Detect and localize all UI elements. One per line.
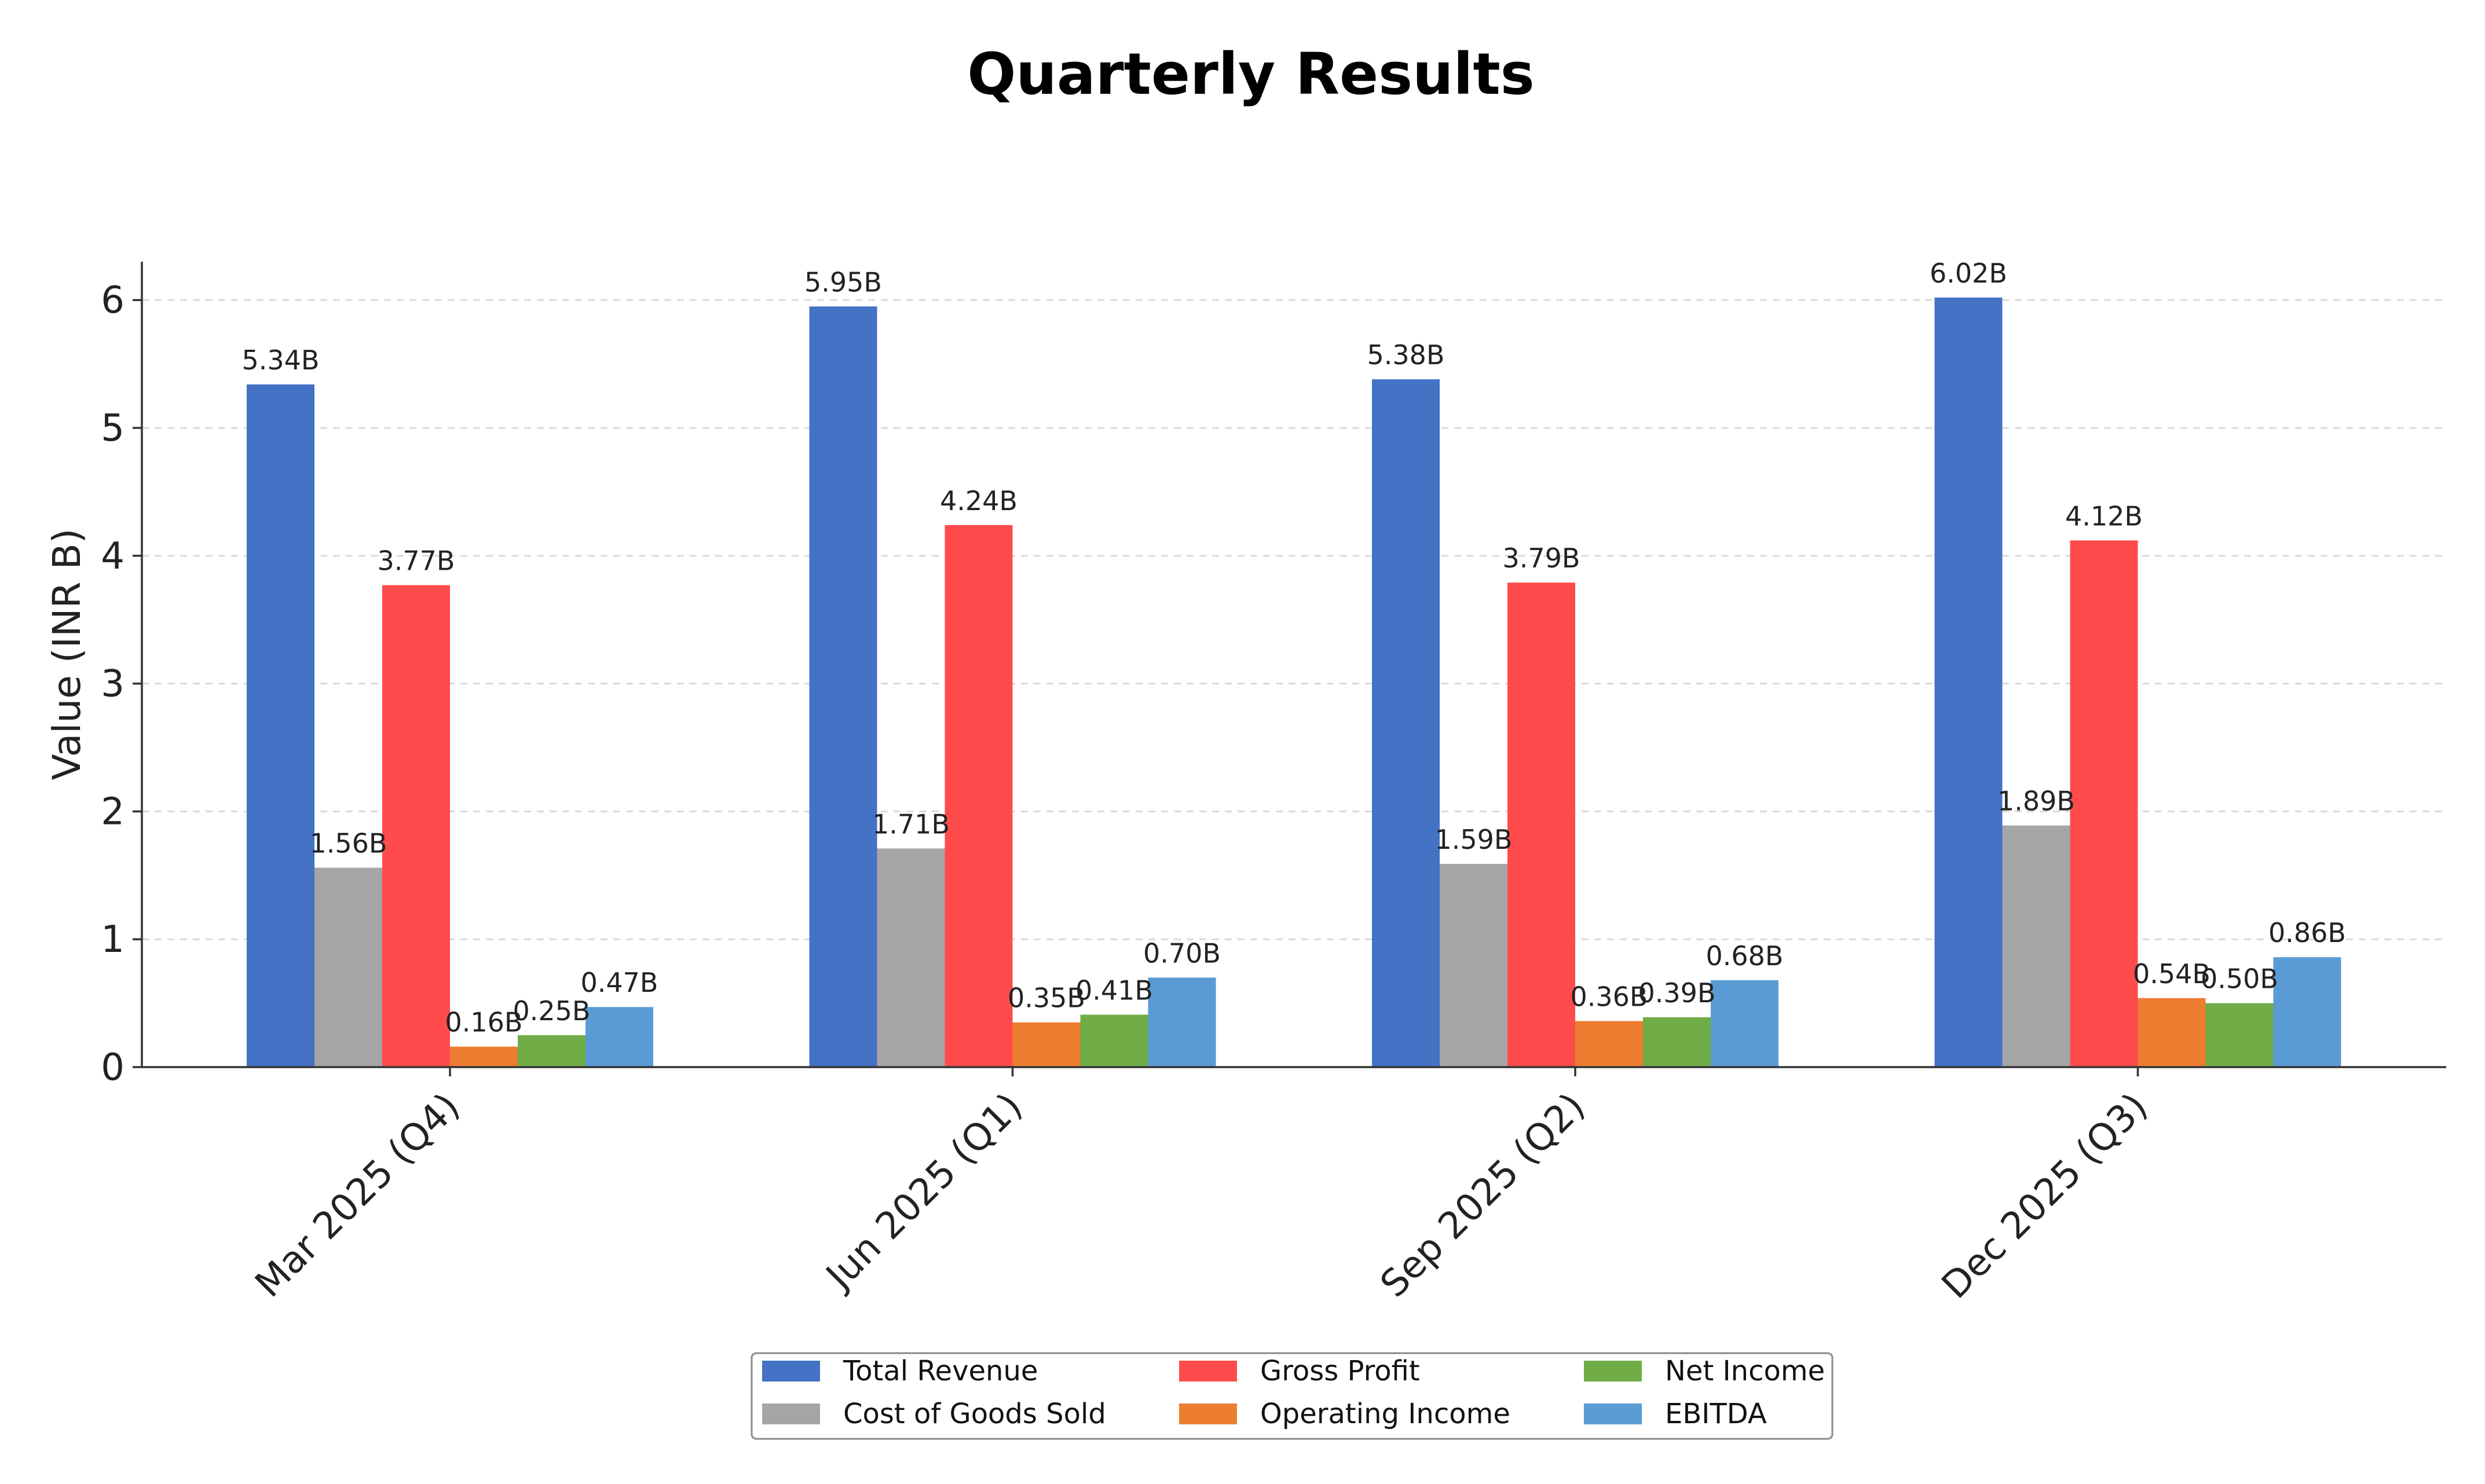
data-label: 0.47B [581, 967, 658, 998]
bar-cost-of-goods-sold [877, 848, 945, 1067]
x-tick-label: Mar 2025 (Q4) [247, 1085, 468, 1306]
data-label: 4.24B [940, 485, 1018, 516]
legend-swatch [762, 1404, 820, 1424]
y-tick-label: 4 [101, 535, 125, 578]
data-label: 4.12B [2065, 500, 2143, 532]
y-tick-label: 3 [101, 663, 125, 706]
bar-ebitda [1711, 980, 1778, 1067]
legend-frame [751, 1352, 1833, 1440]
bar-gross-profit [1507, 582, 1575, 1067]
data-label: 5.38B [1367, 339, 1445, 371]
legend-entry: Cost of Goods Sold [843, 1398, 1106, 1430]
bar-operating-income [1575, 1021, 1643, 1067]
data-label: 0.86B [2268, 917, 2346, 948]
data-label: 0.54B [2133, 958, 2210, 990]
legend-entry: Gross Profit [1260, 1355, 1420, 1387]
bar-operating-income [450, 1046, 518, 1067]
legend-swatch [1179, 1404, 1237, 1424]
bar-gross-profit [2070, 540, 2138, 1067]
data-label: 1.59B [1435, 824, 1513, 855]
legend-swatch [1584, 1404, 1642, 1424]
y-tick-label: 0 [101, 1046, 125, 1089]
data-label: 0.50B [2201, 963, 2278, 995]
data-label: 1.56B [310, 828, 387, 859]
bar-ebitda [585, 1007, 653, 1067]
data-label: 0.70B [1143, 937, 1221, 969]
data-label: 0.36B [1571, 981, 1648, 1013]
legend-swatch [1584, 1361, 1642, 1382]
bar-total-revenue [809, 306, 877, 1067]
legend-entry: EBITDA [1665, 1398, 1767, 1430]
bar-net-income [1080, 1014, 1148, 1067]
y-tick-label: 6 [101, 279, 125, 322]
data-label: 1.89B [1997, 786, 2075, 817]
x-tick-label: Sep 2025 (Q2) [1373, 1085, 1593, 1306]
gridlines [142, 299, 2446, 940]
bar-total-revenue [1934, 297, 2003, 1067]
data-label: 0.41B [1075, 974, 1153, 1006]
bar-operating-income [2138, 998, 2206, 1067]
y-tick-label: 2 [101, 790, 125, 833]
y-tick-label: 5 [101, 407, 125, 450]
data-label: 0.25B [513, 995, 591, 1027]
x-tick-label: Dec 2025 (Q3) [1934, 1085, 2156, 1307]
legend-swatch [762, 1361, 820, 1382]
bar-gross-profit [945, 525, 1013, 1067]
data-label: 3.79B [1503, 543, 1580, 574]
bar-cost-of-goods-sold [2002, 825, 2070, 1067]
x-tick-labels: Mar 2025 (Q4) Jun 2025 (Q1) Sep 2025 (Q2) D… [247, 1085, 2156, 1307]
bar-ebitda [2273, 957, 2341, 1067]
bar-cost-of-goods-sold [314, 867, 382, 1067]
bars [247, 297, 2341, 1068]
bar-net-income [2205, 1003, 2274, 1067]
legend-entry: Operating Income [1260, 1398, 1510, 1430]
legend: Total Revenue Cost of Goods Sold Gross Pro… [751, 1352, 1833, 1440]
data-label: 3.77B [378, 545, 455, 577]
data-label: 1.71B [872, 808, 950, 840]
bar-total-revenue [1372, 379, 1440, 1068]
data-label: 0.68B [1706, 940, 1784, 972]
y-tick-labels: 0 1 2 3 4 5 6 [101, 279, 125, 1089]
bar-gross-profit [382, 585, 450, 1067]
bar-net-income [1643, 1017, 1711, 1067]
data-label: 5.34B [242, 345, 320, 376]
bar-net-income [518, 1035, 585, 1067]
y-axis-label: Value (INR B) [45, 529, 89, 781]
legend-entry: Total Revenue [843, 1355, 1038, 1387]
legend-swatch [1179, 1361, 1237, 1382]
axes [133, 262, 2446, 1076]
bar-total-revenue [247, 384, 314, 1067]
y-tick-label: 1 [101, 918, 125, 961]
data-label: 0.35B [1008, 983, 1085, 1014]
legend-entry: Net Income [1665, 1355, 1825, 1387]
chart-title: Quarterly Results [967, 41, 1534, 108]
x-tick-label: Jun 2025 (Q1) [817, 1085, 1031, 1299]
bar-operating-income [1012, 1022, 1081, 1067]
data-label: 6.02B [1930, 258, 2007, 289]
data-label: 0.16B [445, 1007, 523, 1038]
data-label: 5.95B [804, 266, 882, 298]
data-label: 0.39B [1638, 977, 1716, 1009]
bar-ebitda [1148, 977, 1216, 1067]
bar-cost-of-goods-sold [1440, 863, 1507, 1067]
